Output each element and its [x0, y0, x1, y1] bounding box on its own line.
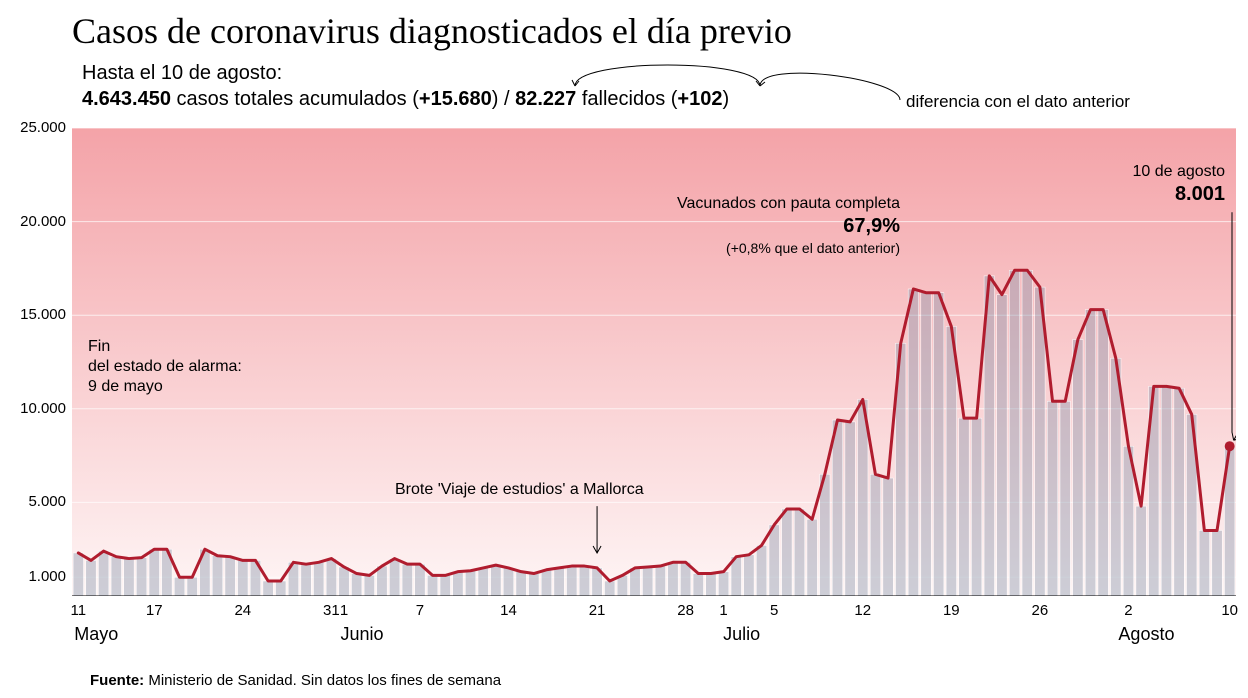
x-axis-tick: 14	[500, 602, 517, 619]
source-line: Fuente: Ministerio de Sanidad. Sin datos…	[90, 672, 501, 689]
annotation-brote: Brote 'Viaje de estudios' a Mallorca	[395, 480, 644, 500]
y-axis-tick: 20.000	[6, 213, 66, 230]
y-axis-tick: 1.000	[6, 568, 66, 585]
x-axis-tick: 2	[1124, 602, 1132, 619]
x-axis-month: Agosto	[1118, 624, 1174, 645]
x-axis-tick: 1	[719, 602, 727, 619]
close-paren: )	[722, 88, 729, 110]
subtitle-line2: 4.643.450 casos totales acumulados (+15.…	[82, 88, 729, 111]
x-axis-tick: 31	[323, 602, 340, 619]
deaths-label: fallecidos (	[576, 88, 677, 110]
x-axis-tick: 12	[854, 602, 871, 619]
x-axis-month: Mayo	[74, 624, 118, 645]
x-axis-tick: 19	[943, 602, 960, 619]
x-axis-tick: 7	[416, 602, 424, 619]
total-cases-number: 4.643.450	[82, 88, 171, 110]
subtitle-line1: Hasta el 10 de agosto:	[82, 62, 282, 85]
y-axis-tick: 5.000	[6, 493, 66, 510]
deaths-number: 82.227	[515, 88, 576, 110]
x-axis-month: Junio	[341, 624, 384, 645]
total-cases-label: casos totales acumulados (	[171, 88, 419, 110]
x-axis-tick: 26	[1032, 602, 1049, 619]
annotation-alarma: Fin del estado de alarma: 9 de mayo	[88, 337, 242, 397]
y-axis-tick: 15.000	[6, 306, 66, 323]
difference-note: diferencia con el dato anterior	[906, 92, 1130, 112]
x-axis-month: Julio	[723, 624, 760, 645]
x-axis-tick: 10	[1221, 602, 1238, 619]
y-axis-tick: 25.000	[6, 119, 66, 136]
x-axis-tick: 1	[340, 602, 348, 619]
chart-title: Casos de coronavirus diagnosticados el d…	[72, 10, 792, 52]
x-axis-tick: 28	[677, 602, 694, 619]
x-axis-tick: 17	[146, 602, 163, 619]
new-cases: +15.680	[419, 88, 492, 110]
x-axis-tick: 21	[589, 602, 606, 619]
sep: ) /	[492, 88, 515, 110]
x-axis-tick: 11	[71, 602, 87, 619]
annotation-last-point: 10 de agosto 8.001	[1105, 162, 1225, 207]
new-deaths: +102	[677, 88, 722, 110]
x-axis-tick: 24	[234, 602, 251, 619]
annotation-vaccination: Vacunados con pauta completa 67,9% (+0,8…	[635, 194, 900, 259]
y-axis-tick: 10.000	[6, 400, 66, 417]
x-axis-tick: 5	[770, 602, 778, 619]
